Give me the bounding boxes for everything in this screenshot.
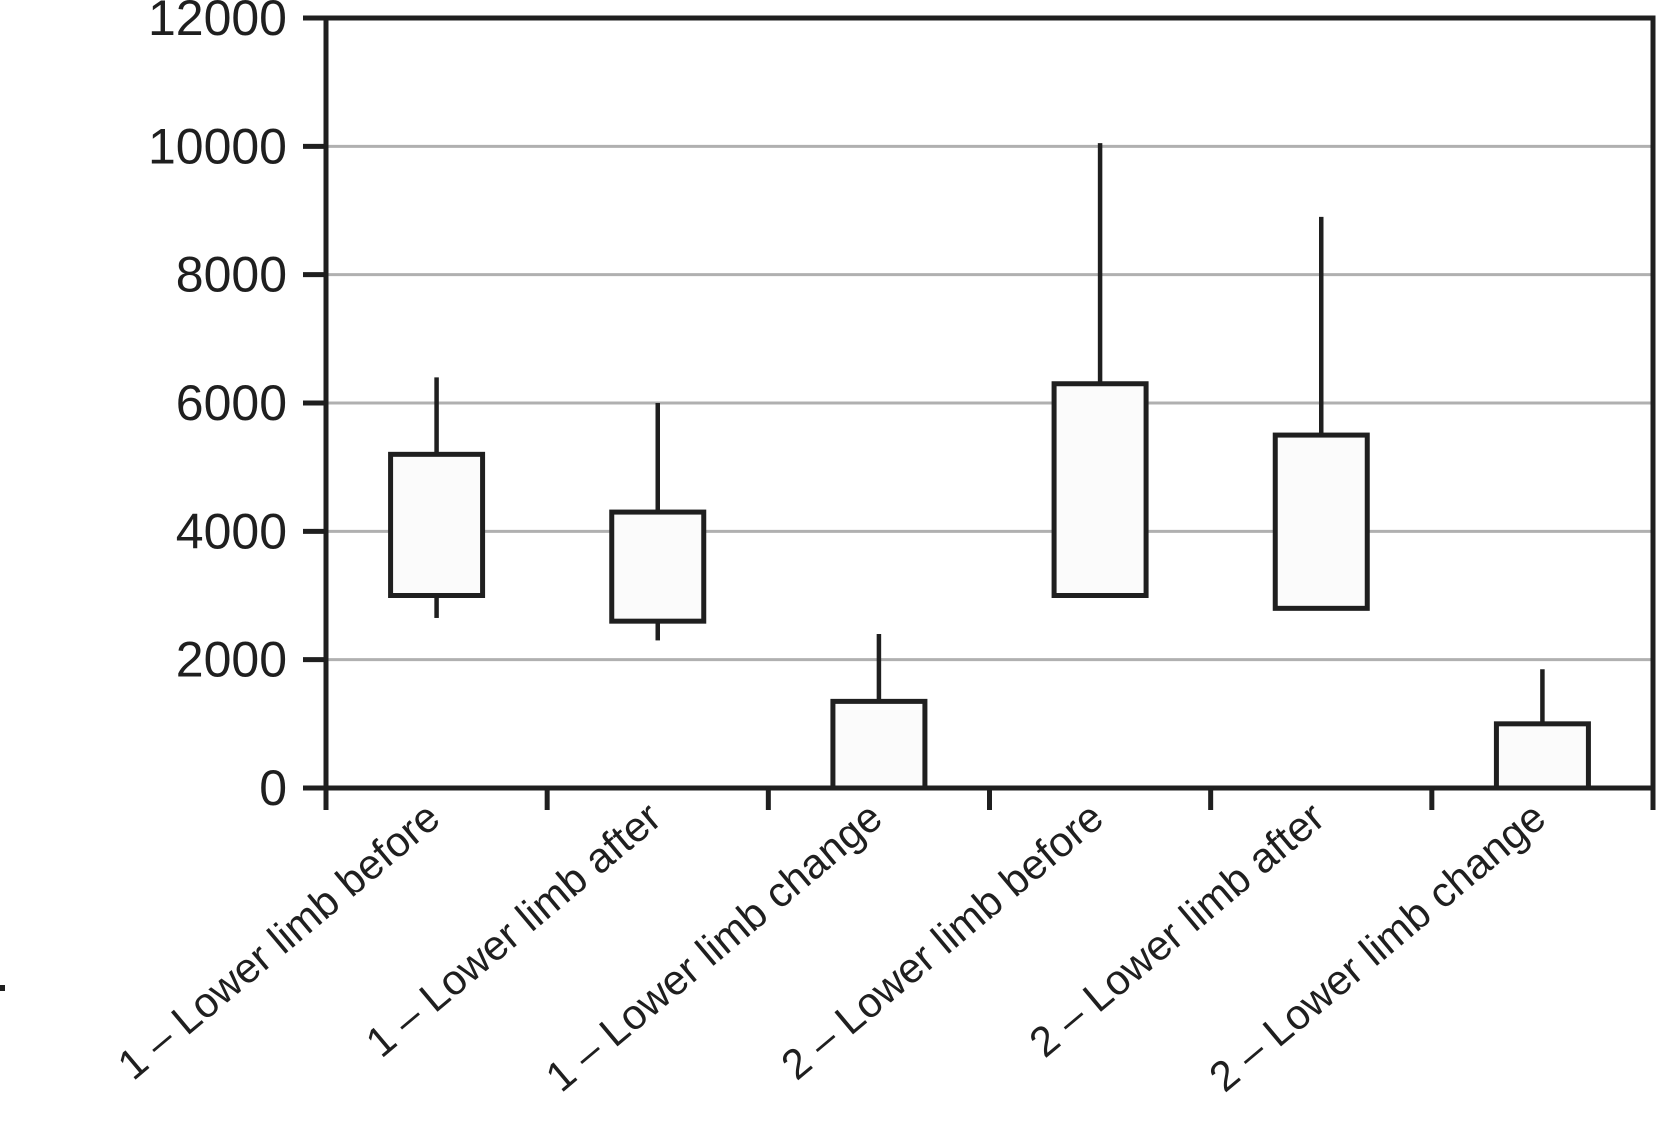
y-tick-label: 4000 [176, 503, 287, 559]
box [1272, 432, 1370, 611]
y-tick-label: 12000 [148, 0, 287, 46]
box [388, 451, 486, 599]
y-tick-label: 6000 [176, 375, 287, 431]
left-edge-cropped-mark [0, 985, 5, 991]
y-tick-label: 10000 [148, 118, 287, 174]
box [609, 509, 707, 624]
box [830, 698, 928, 791]
y-tick-label: 2000 [176, 632, 287, 688]
y-tick-label: 0 [259, 760, 287, 816]
box [1493, 721, 1591, 791]
y-tick-label: 8000 [176, 247, 287, 303]
box [1051, 381, 1149, 598]
